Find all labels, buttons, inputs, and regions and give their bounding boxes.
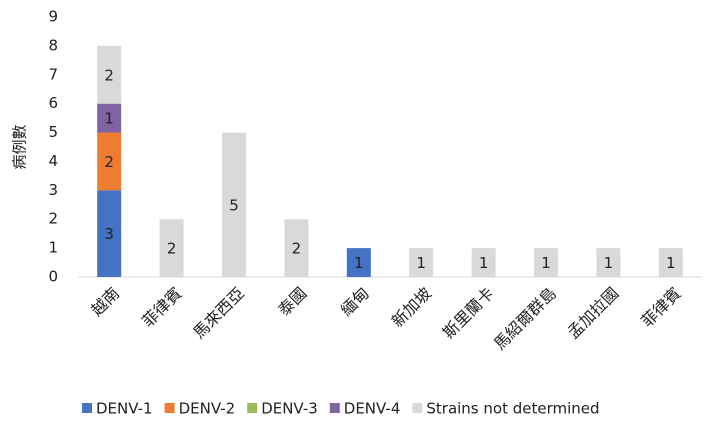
x-tick-label: 馬來西亞 <box>189 284 248 343</box>
data-label: 1 <box>604 254 614 272</box>
y-tick-label: 9 <box>48 8 58 26</box>
y-tick-label: 0 <box>48 268 58 286</box>
data-label: 1 <box>541 254 551 272</box>
legend-label: DENV-2 <box>179 400 236 418</box>
legend-label: DENV-3 <box>261 400 318 418</box>
x-tick-label: 越南 <box>87 284 123 320</box>
bar-segment <box>97 190 122 277</box>
x-tick-label: 菲律賓 <box>138 284 185 331</box>
x-tick-label: 新加坡 <box>388 284 435 331</box>
bar-segment <box>596 248 621 277</box>
y-tick-label: 5 <box>48 123 58 141</box>
data-label: 1 <box>666 254 676 272</box>
y-axis-title: 病例數 <box>11 124 29 169</box>
legend-swatch <box>247 403 258 413</box>
x-tick-label: 菲律賓 <box>637 284 684 331</box>
y-tick-label: 2 <box>48 210 58 228</box>
data-label: 1 <box>104 110 114 128</box>
y-tick-label: 1 <box>48 239 58 257</box>
legend-swatch <box>82 403 92 413</box>
x-tick-label: 緬甸 <box>337 284 373 320</box>
x-tick-label: 泰國 <box>274 284 310 320</box>
y-tick-label: 8 <box>48 36 58 54</box>
bar-segment <box>534 248 558 277</box>
y-tick-label: 7 <box>48 65 58 83</box>
x-tick-label: 馬紹爾群島 <box>490 284 560 354</box>
data-label: 2 <box>104 66 114 84</box>
data-label: 3 <box>104 225 114 243</box>
y-tick-label: 3 <box>48 181 58 199</box>
legend-label: DENV-4 <box>344 400 401 418</box>
data-label: 2 <box>167 240 177 258</box>
legend-swatch <box>412 403 423 413</box>
bar-segment <box>159 219 184 277</box>
bar-segment <box>97 132 122 191</box>
legend-swatch <box>164 403 175 413</box>
bar-segment <box>97 103 122 133</box>
data-label: 1 <box>479 254 489 272</box>
bar-segment <box>658 248 683 277</box>
y-tick-label: 4 <box>48 152 58 170</box>
bar-segment <box>346 248 371 277</box>
y-tick-label: 6 <box>48 94 58 112</box>
data-label: 1 <box>416 254 426 272</box>
bar-segment <box>471 248 496 277</box>
data-label: 2 <box>292 240 302 258</box>
x-tick-label: 斯里蘭卡 <box>439 284 498 343</box>
bar-segment <box>222 132 246 277</box>
legend-swatch <box>329 403 340 413</box>
data-label: 1 <box>354 254 364 272</box>
data-label: 2 <box>104 153 114 171</box>
x-tick-label: 孟加拉國 <box>564 284 623 343</box>
data-label: 5 <box>229 196 239 214</box>
bar-segment <box>284 219 309 277</box>
bar-segment <box>409 248 434 277</box>
legend-label: DENV-1 <box>96 400 153 418</box>
bar-segment <box>97 45 122 104</box>
legend-label: Strains not determined <box>426 400 599 418</box>
